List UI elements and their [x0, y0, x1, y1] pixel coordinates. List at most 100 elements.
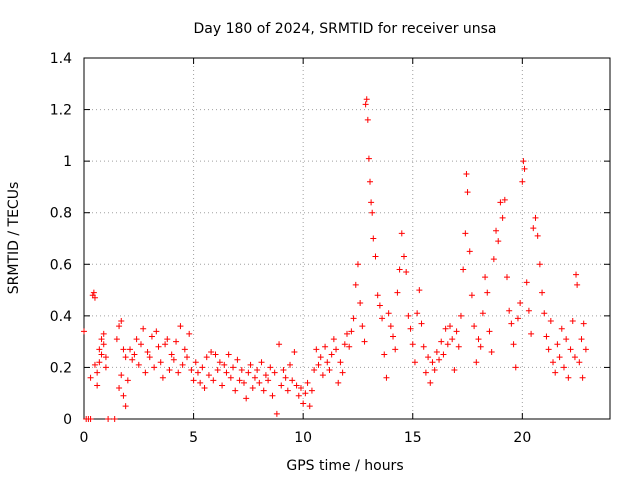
data-point [157, 359, 164, 366]
data-point [475, 336, 482, 343]
data-point [133, 336, 140, 343]
data-point [122, 403, 129, 410]
data-point [339, 369, 346, 376]
data-point [304, 379, 311, 386]
data-point [212, 351, 219, 358]
data-point [116, 385, 123, 392]
data-point [560, 364, 567, 371]
data-point [335, 379, 342, 386]
data-point [243, 395, 250, 402]
data-point [254, 367, 261, 374]
data-point [466, 248, 473, 255]
data-point [571, 354, 578, 361]
data-point [543, 333, 550, 340]
data-point [576, 359, 583, 366]
x-tick-label: 15 [404, 430, 422, 446]
data-point [308, 387, 315, 394]
data-point [256, 379, 263, 386]
data-point [525, 307, 532, 314]
data-point [523, 279, 530, 286]
data-point [210, 377, 217, 384]
data-point [247, 361, 254, 368]
data-point [495, 238, 502, 245]
data-point [311, 367, 318, 374]
data-point [273, 410, 280, 417]
data-point [153, 328, 160, 335]
data-point [387, 323, 394, 330]
data-point [400, 253, 407, 260]
x-tick-label: 0 [80, 430, 89, 446]
data-point [403, 269, 410, 276]
data-point [457, 312, 464, 319]
y-tick-label: 0.8 [50, 206, 72, 222]
data-point [369, 209, 376, 216]
data-point [179, 361, 186, 368]
data-point [258, 359, 265, 366]
data-point [96, 346, 103, 353]
data-point [455, 343, 462, 350]
data-point [362, 101, 369, 108]
data-point [348, 328, 355, 335]
data-point [181, 346, 188, 353]
data-point [188, 367, 195, 374]
data-point [131, 351, 138, 358]
data-point [517, 299, 524, 306]
data-point [201, 385, 208, 392]
data-point [87, 416, 94, 422]
data-point [98, 351, 105, 358]
data-point [396, 266, 403, 273]
data-point [436, 356, 443, 363]
data-point [287, 361, 294, 368]
data-point [370, 235, 377, 242]
data-point [276, 341, 283, 348]
data-point [563, 336, 570, 343]
data-point [251, 374, 258, 381]
data-point [142, 369, 149, 376]
data-point [512, 364, 519, 371]
data-point [124, 377, 131, 384]
data-point [514, 315, 521, 322]
data-point [81, 328, 87, 335]
data-point [295, 392, 302, 399]
data-point [390, 333, 397, 340]
data-point [558, 325, 565, 332]
data-point [267, 364, 274, 371]
data-point [416, 287, 423, 294]
data-point [444, 341, 451, 348]
data-point [471, 323, 478, 330]
data-point [265, 377, 272, 384]
data-point [569, 318, 576, 325]
data-point [333, 346, 340, 353]
data-points [81, 96, 589, 422]
data-point [582, 346, 589, 353]
data-point [381, 351, 388, 358]
data-point [225, 351, 232, 358]
data-point [520, 158, 527, 165]
data-point [501, 196, 508, 203]
data-point [420, 343, 427, 350]
data-point [407, 325, 414, 332]
data-point [98, 336, 105, 343]
data-point [392, 346, 399, 353]
data-point [352, 281, 359, 288]
data-point [442, 325, 449, 332]
data-point [300, 400, 307, 407]
data-point [118, 372, 125, 379]
data-point [484, 289, 491, 296]
data-point [216, 359, 223, 366]
axis-ticks: 0 0.2 0.4 0.6 0.8 1 1.2 1.4 0 5 10 15 20 [50, 51, 610, 446]
data-point [184, 354, 191, 361]
x-tick-label: 20 [513, 430, 531, 446]
y-tick-label: 1.4 [50, 51, 72, 67]
data-point [359, 323, 366, 330]
data-point [271, 369, 278, 376]
y-tick-label: 1 [63, 154, 72, 170]
data-point [573, 271, 580, 278]
data-point [383, 374, 390, 381]
data-point [245, 369, 252, 376]
data-point [96, 359, 103, 366]
data-point [105, 416, 112, 422]
data-point [199, 364, 206, 371]
data-point [547, 318, 554, 325]
data-point [94, 382, 101, 389]
